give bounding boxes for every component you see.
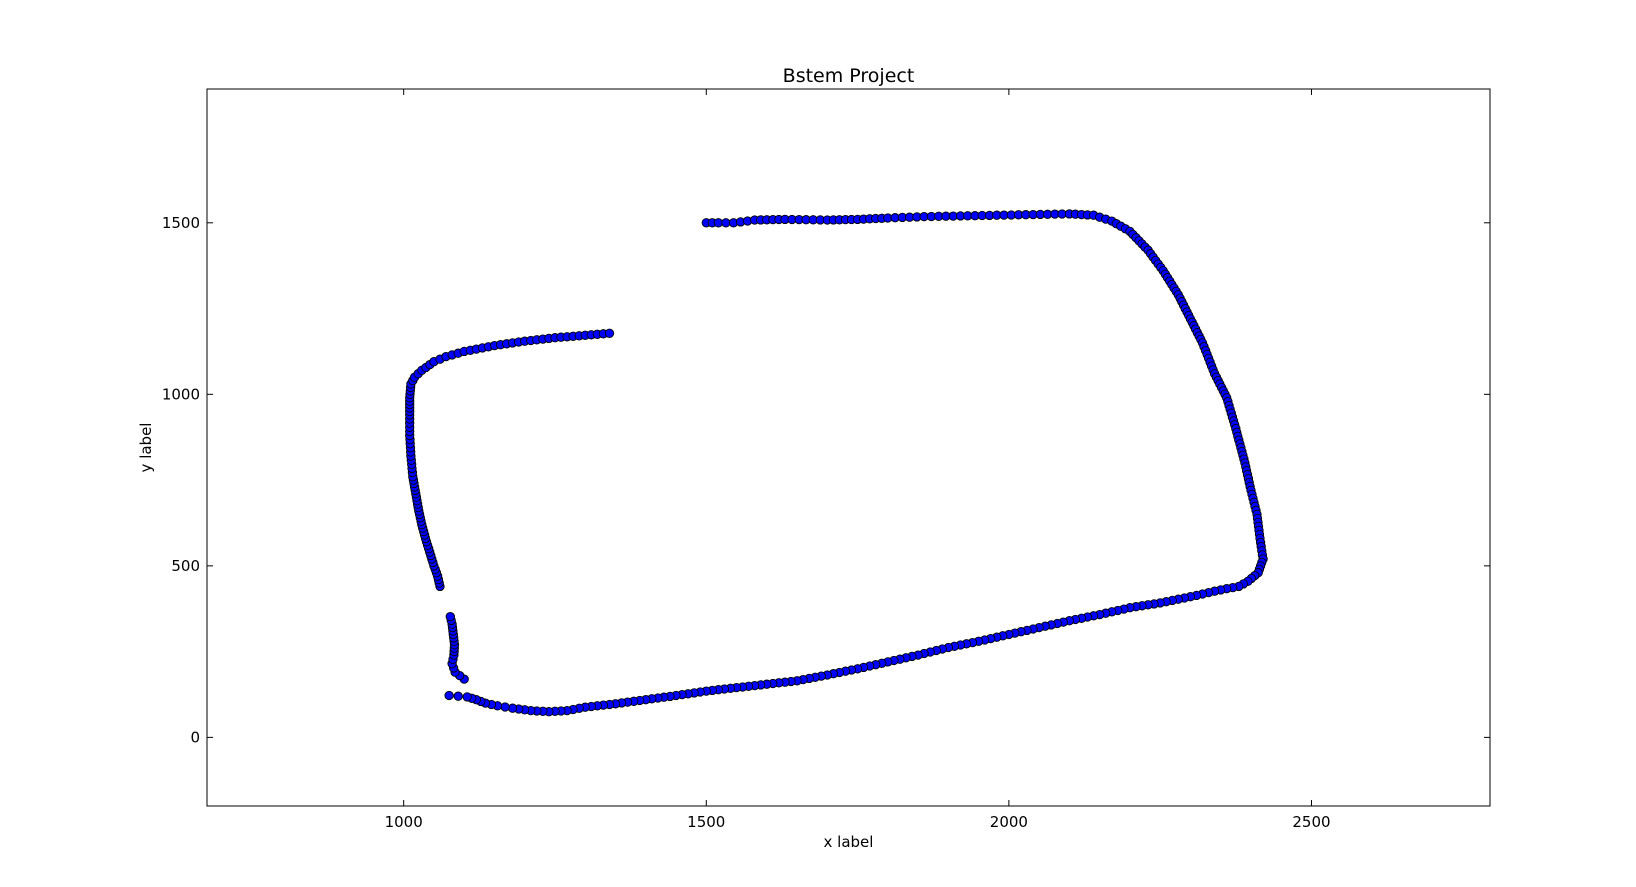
data-point <box>453 691 463 701</box>
data-point <box>604 328 615 338</box>
x-axis-label: x label <box>824 833 874 851</box>
x-tick-label: 2500 <box>1292 813 1330 831</box>
points-layer <box>405 209 1268 717</box>
data-point <box>507 703 518 713</box>
chart-title: Bstem Project <box>783 65 915 87</box>
data-point <box>500 702 510 712</box>
y-axis-label: y label <box>137 423 155 473</box>
ticks-layer: 1000 1500 2000 2500 0 500 1000 1500 <box>162 89 1490 831</box>
y-tick-label: 1500 <box>162 214 200 232</box>
data-point <box>445 611 455 622</box>
y-tick-label: 0 <box>190 728 200 746</box>
data-point <box>444 690 454 701</box>
x-tick-label: 2000 <box>990 813 1028 831</box>
data-point <box>721 218 731 228</box>
x-tick-label: 1500 <box>687 813 725 831</box>
y-tick-label: 500 <box>171 557 200 575</box>
plot-frame <box>206 88 1491 807</box>
y-tick-label: 1000 <box>162 385 200 403</box>
x-tick-label: 1000 <box>385 813 423 831</box>
data-point <box>462 692 472 702</box>
